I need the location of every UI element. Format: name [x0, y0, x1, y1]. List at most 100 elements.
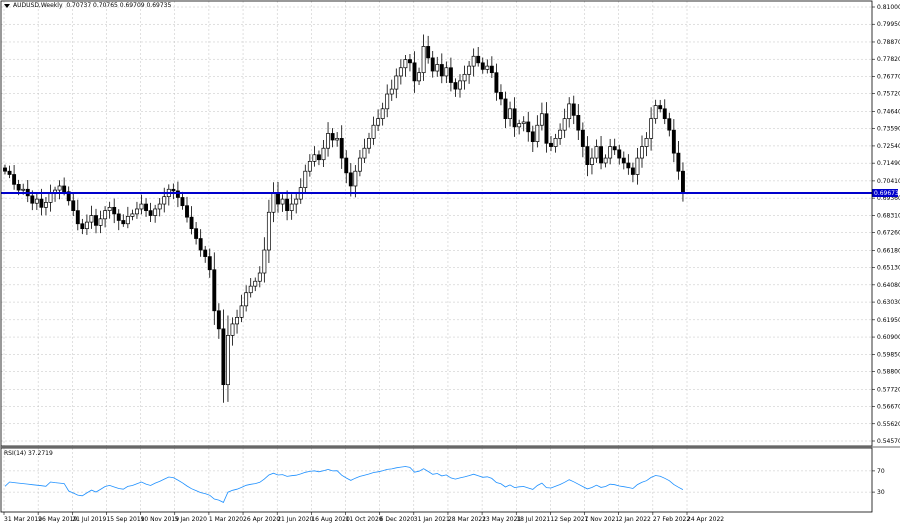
price-tick-label: 0.61950	[877, 317, 900, 324]
candle-body	[21, 188, 26, 191]
candle-body	[671, 129, 676, 154]
candles	[3, 34, 685, 403]
candle-body	[12, 174, 17, 185]
candle-body	[198, 238, 203, 251]
candle-body	[303, 170, 308, 188]
candle-body	[235, 317, 239, 325]
candle-body	[212, 269, 217, 312]
price-tick-label: 0.66180	[877, 247, 900, 254]
time-tick-label: 21 Jul 2019	[72, 516, 106, 523]
candle-body	[621, 157, 626, 164]
candle-body	[485, 65, 490, 70]
candle-body	[499, 92, 503, 100]
candle-body	[107, 206, 112, 211]
candle-body	[549, 142, 553, 147]
time-tick-label: 6 Dec 2020	[380, 516, 415, 523]
candle-body	[453, 82, 458, 90]
candle-body	[544, 113, 549, 144]
time-tick-label: 31 Jan 2021	[414, 516, 450, 523]
candle-body	[43, 202, 48, 208]
time-tick-label: 2 Jan 2022	[619, 516, 651, 523]
candle-body	[508, 108, 513, 120]
candle-body	[476, 55, 481, 64]
candle-body	[480, 62, 485, 70]
price-tick-label: 0.72540	[877, 143, 900, 150]
candle-body	[617, 149, 622, 159]
candle-body	[239, 305, 244, 318]
time-tick-label: 5 Jan 2020	[175, 516, 207, 523]
candle-body	[599, 146, 604, 164]
candle-body	[207, 256, 212, 271]
candle-body	[62, 185, 67, 193]
candle-body	[216, 310, 221, 330]
time-tick-label: 31 Mar 2019	[4, 516, 42, 523]
candle-body	[539, 113, 544, 126]
candle-body	[680, 170, 685, 193]
price-tick-label: 0.70410	[877, 178, 900, 185]
price-grid	[1, 1, 872, 446]
candle-body	[435, 64, 440, 72]
candle-body	[439, 64, 444, 77]
candle-body	[630, 167, 635, 175]
candle-body	[371, 124, 376, 139]
candle-body	[144, 203, 148, 211]
candle-body	[635, 157, 640, 175]
candle-body	[48, 193, 53, 203]
rsi-tick-label: 30	[877, 489, 885, 496]
candle-body	[289, 203, 294, 211]
candle-body	[526, 121, 531, 133]
candle-body	[307, 161, 312, 172]
rsi-panel-frame	[0, 447, 873, 513]
candle-body	[189, 216, 194, 230]
candle-body	[426, 46, 431, 59]
time-tick-label: 28 Mar 2021	[448, 516, 486, 523]
candle-body	[130, 213, 135, 217]
candle-body	[98, 218, 103, 226]
time-tick-label: 11 Oct 2020	[346, 516, 383, 523]
candle-body	[571, 103, 576, 116]
candle-body	[462, 73, 467, 82]
candle-body	[412, 62, 417, 82]
candle-body	[357, 157, 362, 172]
candle-body	[421, 46, 426, 74]
candle-body	[335, 138, 340, 141]
candle-body	[244, 292, 249, 307]
candle-body	[153, 208, 158, 216]
time-tick-label: 7 Nov 2021	[585, 516, 620, 523]
ohlc-values: 0.70737 0.70765 0.69709 0.69735	[66, 2, 172, 9]
time-tick-label: 12 Sep 2021	[550, 516, 588, 523]
candle-body	[676, 152, 681, 172]
candle-body	[362, 147, 367, 159]
candle-body	[640, 146, 644, 159]
candle-body	[185, 205, 189, 218]
time-tick-label: 26 May 2019	[38, 516, 77, 523]
candle-body	[39, 198, 44, 208]
price-tick-label: 0.60900	[877, 334, 900, 341]
price-tick-label: 0.59850	[877, 351, 900, 358]
candle-body	[257, 272, 262, 282]
price-panel-frame	[0, 0, 873, 447]
candle-body	[521, 121, 526, 124]
candle-body	[253, 280, 258, 287]
candle-body	[330, 133, 335, 141]
candle-body	[467, 65, 472, 75]
price-tick-label: 0.78870	[877, 39, 900, 46]
candle-body	[430, 57, 435, 72]
dropdown-triangle-icon[interactable]	[4, 3, 10, 8]
candle-body	[112, 206, 117, 215]
price-tick-label: 0.57720	[877, 386, 900, 393]
candle-body	[367, 138, 371, 149]
candle-body	[280, 198, 285, 205]
candle-body	[203, 249, 208, 257]
candle-body	[662, 108, 667, 120]
candle-body	[135, 208, 139, 215]
candle-body	[494, 72, 499, 93]
candle-body	[157, 203, 162, 210]
symbol-label: AUDUSD,Weekly	[13, 2, 63, 9]
candle-body	[612, 146, 617, 151]
candle-body	[567, 103, 572, 120]
candle-body	[89, 215, 94, 223]
candle-body	[16, 183, 21, 191]
candle-body	[116, 213, 121, 221]
